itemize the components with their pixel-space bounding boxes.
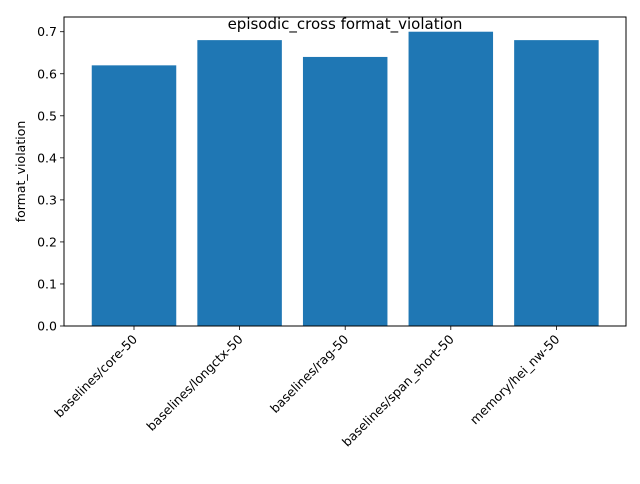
y-tick-label-6: 0.6	[37, 66, 57, 81]
y-tick-label-2: 0.2	[37, 234, 57, 249]
chart-title: episodic_cross format_violation	[228, 15, 463, 34]
bar-4	[514, 40, 599, 327]
y-axis-label: format_violation	[13, 121, 28, 223]
bar-1	[197, 40, 282, 327]
y-tick-label-5: 0.5	[37, 108, 57, 123]
plot-frame	[63, 16, 627, 327]
bar-0	[91, 65, 177, 327]
y-axis: 0.0 0.1 0.2 0.3 0.4 0.5 0.6 0.7	[37, 24, 64, 334]
y-tick-label-3: 0.3	[37, 192, 57, 207]
y-tick-label-4: 0.4	[37, 150, 57, 165]
y-tick-label-7: 0.7	[37, 24, 57, 39]
bars-group	[91, 31, 599, 327]
y-tick-label-0: 0.0	[37, 319, 57, 334]
bar-3	[408, 31, 494, 326]
bar-2	[302, 56, 388, 326]
y-tick-label-1: 0.1	[37, 276, 57, 291]
